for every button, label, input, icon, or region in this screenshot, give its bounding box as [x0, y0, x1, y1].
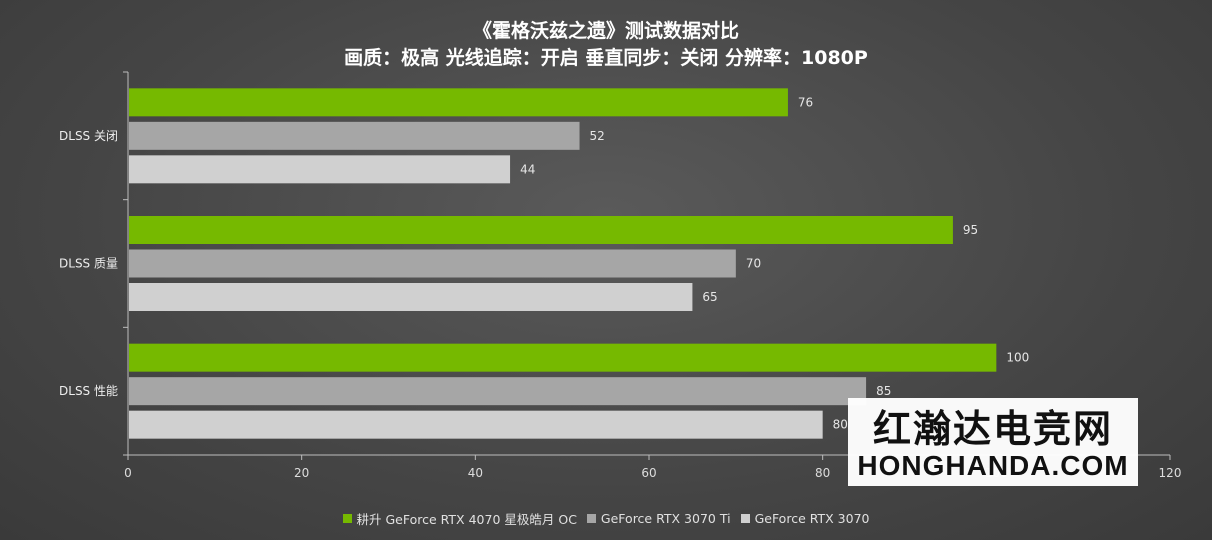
- x-tick-label: 120: [1159, 466, 1182, 480]
- legend-swatch: [586, 514, 596, 523]
- data-label: 95: [963, 223, 978, 237]
- bar: [129, 216, 953, 244]
- x-tick-label: 80: [815, 466, 830, 480]
- category-label: DLSS 关闭: [59, 129, 118, 143]
- chart-subtitle: 画质：极高 光线追踪：开启 垂直同步：关闭 分辨率：1080P: [344, 47, 868, 69]
- bar: [129, 410, 823, 439]
- watermark-chinese: 红瀚达电竞网: [872, 406, 1113, 451]
- bar: [129, 155, 511, 184]
- data-label: 44: [520, 162, 535, 176]
- data-label: 65: [702, 290, 717, 304]
- bar: [129, 343, 997, 372]
- bar: [129, 88, 788, 117]
- watermark: 红瀚达电竞网 HONGHANDA.COM: [848, 398, 1138, 486]
- x-tick-label: 40: [468, 466, 483, 480]
- data-label: 52: [590, 129, 605, 143]
- bar: [129, 283, 693, 311]
- category-label: DLSS 质量: [59, 257, 118, 271]
- bar: [129, 121, 580, 150]
- x-tick-label: 20: [294, 466, 309, 480]
- category-label: DLSS 性能: [59, 384, 118, 398]
- watermark-url: HONGHANDA.COM: [857, 450, 1129, 481]
- legend-swatch: [342, 514, 352, 523]
- data-label: 70: [746, 257, 761, 271]
- legend-item-3070: GeForce RTX 3070: [740, 509, 870, 528]
- bar: [129, 377, 867, 406]
- legend-label: GeForce RTX 3070 Ti: [600, 511, 731, 526]
- legend-label: 耕升 GeForce RTX 4070 星极皓月 OC: [356, 512, 577, 527]
- data-label: 100: [1006, 351, 1029, 365]
- data-label: 76: [798, 95, 813, 109]
- bar: [129, 249, 736, 278]
- data-label: 80: [833, 418, 848, 432]
- chart-title: 《霍格沃兹之遗》测试数据对比: [472, 20, 739, 42]
- x-tick-label: 60: [641, 466, 656, 480]
- legend-swatch: [740, 514, 750, 523]
- data-label: 85: [876, 384, 891, 398]
- legend: 耕升 GeForce RTX 4070 星极皓月 OC GeForce RTX …: [0, 509, 1212, 528]
- x-tick-label: 0: [124, 466, 132, 480]
- legend-label: GeForce RTX 3070: [754, 511, 870, 526]
- legend-item-3070ti: GeForce RTX 3070 Ti: [586, 509, 731, 528]
- legend-item-4070: 耕升 GeForce RTX 4070 星极皓月 OC: [342, 509, 577, 528]
